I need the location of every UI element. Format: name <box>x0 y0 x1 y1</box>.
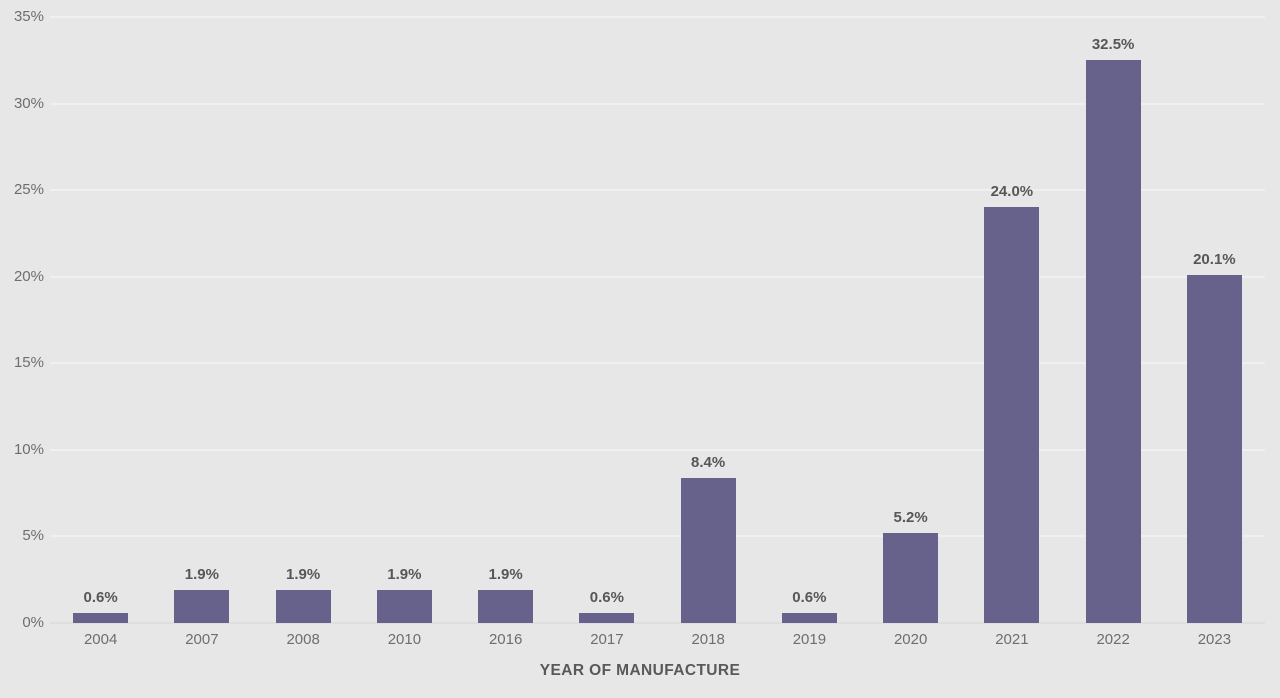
bar-2018 <box>680 477 736 623</box>
gridline <box>50 102 1265 105</box>
bar-value-label: 1.9% <box>488 566 523 584</box>
bar-value-label: 0.6% <box>792 588 827 606</box>
x-tick-label: 2008 <box>286 631 320 648</box>
bar-2023 <box>1186 274 1242 623</box>
x-tick-label: 2019 <box>792 631 827 648</box>
bar-2019 <box>781 612 837 623</box>
gridline <box>50 535 1265 538</box>
bar-value-label: 0.6% <box>589 588 624 606</box>
bar-2021 <box>984 207 1040 623</box>
bar-value-label: 1.9% <box>387 566 422 584</box>
gridline <box>50 362 1265 365</box>
y-tick-label: 5% <box>22 527 44 545</box>
bar-value-label: 0.6% <box>83 588 118 606</box>
bar-value-label: 32.5% <box>1091 36 1135 54</box>
x-tick-label: 2018 <box>691 631 725 648</box>
bar-2004 <box>73 612 129 623</box>
y-tick-label: 0% <box>22 614 44 631</box>
gridline <box>50 622 1265 624</box>
y-tick-label: 20% <box>13 267 44 285</box>
bar-2010 <box>376 590 432 623</box>
x-tick-label: 2016 <box>488 631 523 648</box>
y-tick-label: 25% <box>13 181 44 199</box>
x-tick-label: 2022 <box>1096 631 1130 648</box>
bar-value-label: 24.0% <box>990 183 1034 201</box>
x-tick-label: 2021 <box>995 631 1029 648</box>
x-tick-label: 2017 <box>590 631 624 648</box>
bar-value-label: 20.1% <box>1193 250 1236 268</box>
bar-2022 <box>1085 60 1141 623</box>
bar-2016 <box>478 590 534 623</box>
bar-value-label: 5.2% <box>893 508 928 526</box>
bar-2007 <box>174 590 230 623</box>
x-tick-label: 2023 <box>1197 631 1232 648</box>
x-axis-title: YEAR OF MANUFACTURE <box>539 662 741 679</box>
gridline <box>50 16 1265 18</box>
bar-value-label: 8.4% <box>691 453 726 471</box>
gridline <box>50 275 1265 278</box>
x-tick-label: 2007 <box>185 631 219 648</box>
x-tick-label: 2010 <box>387 631 422 648</box>
y-tick-label: 10% <box>13 440 44 458</box>
gridline <box>50 189 1265 192</box>
x-tick-label: 2020 <box>893 631 928 648</box>
bar-2020 <box>883 532 939 623</box>
gridline <box>50 448 1265 451</box>
y-tick-label: 35% <box>13 8 44 25</box>
bar-2017 <box>579 612 635 623</box>
y-tick-label: 15% <box>13 354 44 372</box>
x-tick-label: 2004 <box>83 631 118 648</box>
bar-2008 <box>275 590 331 623</box>
bar-value-label: 1.9% <box>286 566 321 584</box>
y-tick-label: 30% <box>13 94 44 112</box>
bar-value-label: 1.9% <box>184 566 219 584</box>
